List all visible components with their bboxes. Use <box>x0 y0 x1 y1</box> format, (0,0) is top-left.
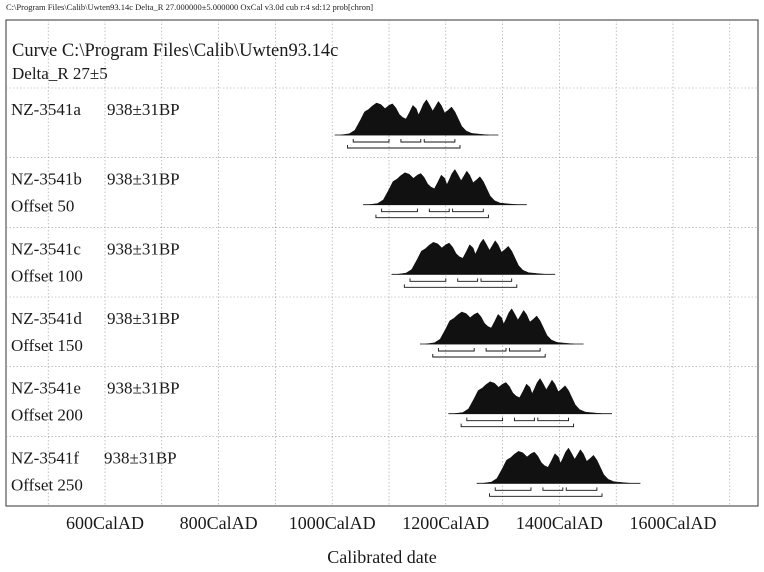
x-tick-label: 600CalAD <box>66 513 144 533</box>
probability-distribution <box>425 308 574 345</box>
sample-name-label: NZ-3541f <box>11 448 79 467</box>
range-68-bracket <box>437 348 475 352</box>
rows-layer: NZ-3541a 938±31BP NZ-3541b 938±31BP Offset 5… <box>6 99 758 497</box>
probability-distribution <box>368 169 518 205</box>
sample-name-label: NZ-3541a <box>11 100 81 119</box>
sample-row-nz-3541d: NZ-3541d 938±31BP Offset 150 <box>6 308 758 367</box>
x-tick-label: 1000CalAD <box>289 513 376 533</box>
range-68-bracket <box>565 487 598 491</box>
range-68-bracket <box>452 208 484 213</box>
offset-label: Offset 50 <box>11 197 74 216</box>
range-68-bracket <box>352 139 390 143</box>
x-tick-label: 1200CalAD <box>402 513 489 533</box>
range-68-bracket <box>466 417 504 422</box>
range-95-bracket <box>432 354 546 358</box>
sample-date-label: 938±31BP <box>104 448 177 467</box>
range-95-bracket <box>489 493 603 497</box>
range-68-bracket <box>514 417 535 422</box>
curve-header: Curve C:\Program Files\Calib\Uwten93.14c… <box>12 41 338 83</box>
range-68-bracket <box>480 278 513 282</box>
x-tick-label: 1600CalAD <box>630 513 717 533</box>
sample-row-nz-3541a: NZ-3541a 938±31BP <box>6 99 758 158</box>
probability-distribution <box>340 99 489 136</box>
range-68-bracket <box>537 417 569 422</box>
range-68-bracket <box>428 208 450 213</box>
range-68-bracket <box>494 487 532 491</box>
sample-date-label: 938±31BP <box>107 379 180 398</box>
sample-name-label: NZ-3541c <box>11 239 81 258</box>
delta-r-label: Delta_R 27±5 <box>12 64 108 83</box>
sample-row-nz-3541f: NZ-3541f 938±31BP Offset 250 <box>11 447 641 497</box>
offset-label: Offset 200 <box>11 406 83 425</box>
sample-row-nz-3541e: NZ-3541e 938±31BP Offset 200 <box>6 378 758 437</box>
probability-distribution <box>397 238 546 275</box>
sample-date-label: 938±31BP <box>107 170 180 189</box>
offset-label: Offset 150 <box>11 336 83 355</box>
curve-name-label: Curve C:\Program Files\Calib\Uwten93.14c <box>12 41 338 61</box>
x-axis-label: Calibrated date <box>327 547 436 567</box>
range-68-bracket <box>409 278 447 282</box>
plot-frame <box>5 19 759 507</box>
offset-label: Offset 250 <box>11 475 83 494</box>
sample-name-label: NZ-3541d <box>11 309 82 328</box>
sample-date-label: 938±31BP <box>107 239 180 258</box>
range-95-bracket <box>347 145 461 149</box>
probability-distribution <box>454 378 603 414</box>
range-68-bracket <box>485 348 507 352</box>
file-header-text: C:\Program Files\Calib\Uwten93.14c Delta… <box>6 2 374 12</box>
range-68-bracket <box>400 139 422 143</box>
sample-name-label: NZ-3541e <box>11 379 81 398</box>
x-axis: 600CalAD 800CalAD 1000CalAD 1200CalAD 1400Ca… <box>66 513 717 533</box>
sample-name-label: NZ-3541b <box>11 170 82 189</box>
sample-date-label: 938±31BP <box>107 100 180 119</box>
range-68-bracket <box>423 139 456 143</box>
range-95-bracket <box>375 214 489 219</box>
range-68-bracket <box>457 278 479 282</box>
sample-row-nz-3541b: NZ-3541b 938±31BP Offset 50 <box>6 169 758 228</box>
x-tick-label: 800CalAD <box>180 513 258 533</box>
sample-date-label: 938±31BP <box>107 309 180 328</box>
range-68-bracket <box>508 348 541 352</box>
x-tick-label: 1400CalAD <box>516 513 603 533</box>
range-95-bracket <box>403 284 518 288</box>
range-68-bracket <box>542 487 564 491</box>
sample-row-nz-3541c: NZ-3541c 938±31BP Offset 100 <box>6 238 758 298</box>
range-68-bracket <box>381 208 418 213</box>
offset-label: Offset 100 <box>11 266 83 285</box>
range-95-bracket <box>460 423 575 428</box>
grid-layer <box>5 19 759 507</box>
probability-distribution <box>482 447 631 484</box>
